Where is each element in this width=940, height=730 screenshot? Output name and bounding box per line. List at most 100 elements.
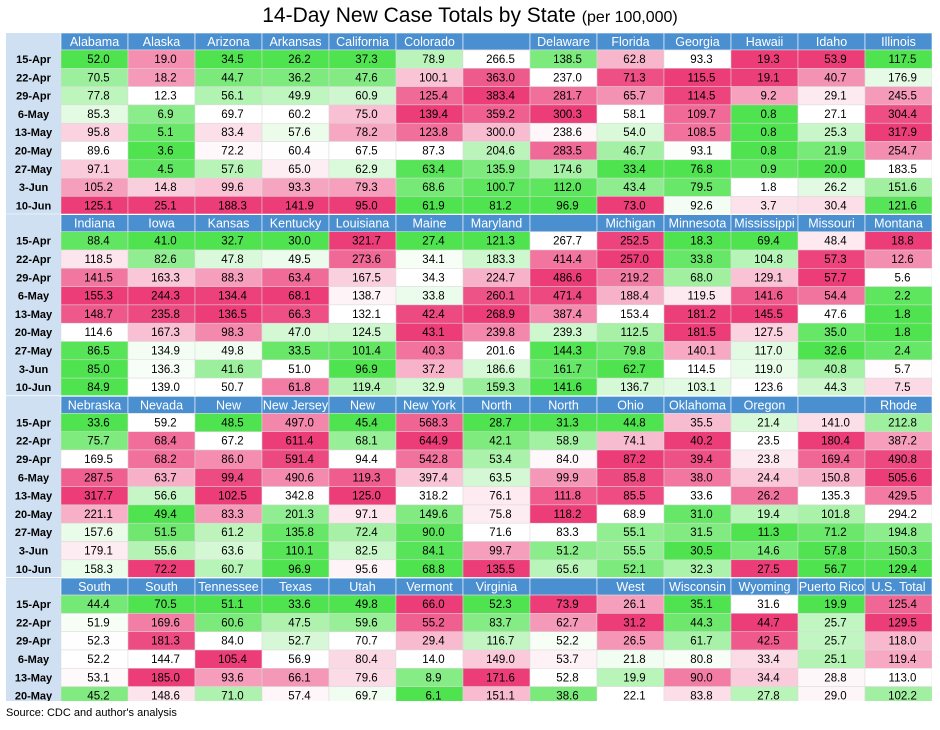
cell-value: 26.2 <box>824 182 846 194</box>
state-header-label: South <box>145 580 178 594</box>
state-header-label: Maine <box>412 217 446 231</box>
date-label: 20-May <box>15 146 53 158</box>
cell-value: 47.6 <box>355 72 377 84</box>
cell-value: 141.0 <box>821 417 850 429</box>
cell-value: 63.5 <box>489 472 511 484</box>
source-note: Source: CDC and author's analysis <box>6 707 177 719</box>
cell-value: 30.0 <box>288 236 310 248</box>
cell-value: 194.8 <box>888 527 917 539</box>
cell-value: 5.6 <box>895 272 911 284</box>
cell-value: 44.8 <box>623 417 645 429</box>
cell-value: 300.3 <box>553 109 582 121</box>
cell-value: 23.5 <box>757 436 779 448</box>
cell-value: 294.2 <box>888 509 917 521</box>
cell-value: 32.6 <box>824 346 846 358</box>
cell-value: 68.4 <box>154 436 177 448</box>
state-header-label: U.S. Total <box>872 580 926 594</box>
cell-value: 62.7 <box>556 617 578 629</box>
cell-value: 33.4 <box>623 164 646 176</box>
cell-value: 47.6 <box>824 309 846 321</box>
cell-value: 26.2 <box>288 54 310 66</box>
cell-value: 321.7 <box>352 236 381 248</box>
cell-value: 219.2 <box>620 272 649 284</box>
cell-value: 62.9 <box>355 164 377 176</box>
cell-value: 72.2 <box>154 564 176 576</box>
cell-value: 99.7 <box>489 546 511 558</box>
cell-value: 125.0 <box>352 491 381 503</box>
cell-value: 95.6 <box>355 564 377 576</box>
cell-value: 51.2 <box>556 546 578 558</box>
cell-value: 27.1 <box>824 109 846 121</box>
cell-value: 98.3 <box>221 327 243 339</box>
state-header-label: Vermont <box>406 580 453 594</box>
cell-value: 95.0 <box>355 200 377 212</box>
cell-value: 57.6 <box>288 127 310 139</box>
cell-value: 96.9 <box>556 200 578 212</box>
cell-value: 80.8 <box>690 654 712 666</box>
cell-value: 100.7 <box>486 182 515 194</box>
state-header-label: North <box>548 398 579 412</box>
cell-value: 129.5 <box>888 617 917 629</box>
cell-value: 153.4 <box>620 309 649 321</box>
cell-value: 5.1 <box>158 127 174 139</box>
cell-value: 281.7 <box>553 91 582 103</box>
cell-value: 132.1 <box>352 309 381 321</box>
cell-value: 79.6 <box>355 672 377 684</box>
cell-value: 82.5 <box>355 546 377 558</box>
cell-value: 125.4 <box>888 599 917 611</box>
cell-value: 63.4 <box>422 164 445 176</box>
cell-value: 19.1 <box>757 72 779 84</box>
cell-value: 383.4 <box>486 91 515 103</box>
cell-value: 49.4 <box>154 509 177 521</box>
cell-value: 169.4 <box>821 454 850 466</box>
cell-value: 342.8 <box>285 491 314 503</box>
state-header-label: Utah <box>349 580 375 594</box>
cell-value: 66.1 <box>288 672 310 684</box>
cell-value: 150.3 <box>888 546 917 558</box>
cell-value: 0.8 <box>761 109 777 121</box>
cell-value: 8.9 <box>426 672 442 684</box>
state-header-label: Puerto Rico <box>799 580 864 594</box>
state-header-label: Mississippi <box>734 217 794 231</box>
cell-value: 32.7 <box>221 236 243 248</box>
state-header-label: Indiana <box>74 217 115 231</box>
cell-value: 77.8 <box>87 91 109 103</box>
cell-value: 57.3 <box>824 254 846 266</box>
cell-value: 135.5 <box>486 564 515 576</box>
cell-value: 117.5 <box>889 54 917 66</box>
state-header-cell <box>529 214 598 232</box>
cell-value: 111.8 <box>554 491 581 503</box>
cell-value: 167.3 <box>151 327 180 339</box>
state-header-label: Nebraska <box>68 398 122 412</box>
cell-value: 72.2 <box>221 146 243 158</box>
state-header-label: New York <box>403 398 457 412</box>
state-header-label: New <box>350 398 376 412</box>
cell-value: 414.4 <box>553 254 582 266</box>
cell-value: 71.2 <box>824 527 846 539</box>
cell-value: 70.5 <box>87 72 109 84</box>
state-header-label: Alabama <box>70 35 119 49</box>
cell-value: 68.6 <box>422 182 444 194</box>
cell-value: 34.3 <box>422 272 444 284</box>
cell-value: 88.4 <box>87 236 110 248</box>
cell-value: 21.4 <box>757 417 780 429</box>
cell-value: 61.2 <box>221 527 243 539</box>
cell-value: 26.1 <box>623 599 645 611</box>
cell-value: 49.8 <box>355 599 377 611</box>
cell-value: 47.5 <box>288 617 310 629</box>
cell-value: 49.5 <box>288 254 310 266</box>
date-label: 22-Apr <box>16 436 52 448</box>
cell-value: 83.7 <box>489 617 511 629</box>
cell-value: 4.5 <box>158 164 174 176</box>
cell-value: 34.1 <box>422 254 444 266</box>
cell-value: 542.8 <box>419 454 448 466</box>
cell-value: 429.5 <box>888 491 917 503</box>
cell-value: 97.1 <box>87 164 109 176</box>
cell-value: 36.2 <box>288 72 310 84</box>
cell-value: 28.7 <box>489 417 511 429</box>
cell-value: 135.3 <box>821 491 850 503</box>
date-label: 6-May <box>18 654 50 666</box>
heatmap-table: Alabama Alaska Arizona Arkansas California Co… <box>6 33 932 701</box>
cell-value: 26.2 <box>757 491 779 503</box>
cell-value: 40.7 <box>824 72 846 84</box>
